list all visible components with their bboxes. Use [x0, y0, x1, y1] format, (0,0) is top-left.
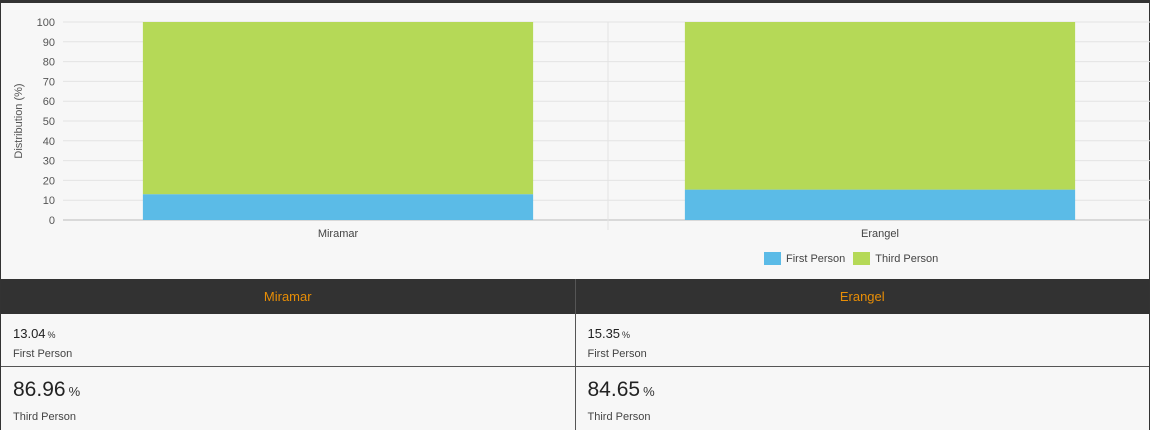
legend-item-first-person[interactable]: First Person	[764, 252, 845, 265]
distribution-chart: 0 10 20 30 40 50 60 70 80 90 100 Distribution (%) Mi…	[13, 17, 1150, 240]
percent-sign: %	[622, 330, 631, 340]
y-tick-label-80: 80	[43, 57, 55, 69]
legend-swatch-third-person	[853, 252, 871, 265]
map-header-row: Miramar Erangel	[1, 279, 1149, 314]
y-tick-label-30: 30	[43, 156, 55, 168]
y-axis-label: Distribution (%)	[13, 83, 25, 158]
stat-column-erangel: 15.35% First Person 84.65% Third Person	[574, 314, 1149, 430]
top-border	[1, 1, 1150, 3]
bar-miramar-third-person	[142, 22, 534, 195]
stat-value: 13.04	[13, 326, 46, 341]
y-tick-label-100: 100	[37, 17, 55, 29]
y-tick-label-50: 50	[43, 116, 55, 128]
legend-label-third-person: Third Person	[875, 252, 939, 265]
stat-label: Third Person	[13, 411, 76, 423]
legend-label-first-person: First Person	[786, 252, 846, 265]
stat-first-person-erangel: 15.35% First Person	[575, 314, 1149, 367]
y-tick-label-40: 40	[43, 136, 55, 148]
y-tick-label-20: 20	[43, 175, 55, 187]
stat-third-person-erangel: 84.65% Third Person	[575, 367, 1149, 430]
y-tick-label-60: 60	[43, 96, 55, 108]
y-tick-label-70: 70	[43, 76, 55, 88]
bar-erangel-first-person	[684, 189, 1076, 220]
percent-sign: %	[47, 330, 56, 340]
legend-item-third-person[interactable]: Third Person	[853, 252, 938, 265]
stat-value: 84.65	[587, 378, 641, 401]
stat-value: 15.35	[587, 326, 621, 341]
stat-third-person-miramar: 86.96% Third Person	[1, 367, 575, 430]
legend-swatch-first-person	[764, 252, 781, 265]
stat-label: Third Person	[587, 411, 651, 423]
map-header-erangel: Erangel	[574, 279, 1150, 314]
percent-sign: %	[68, 384, 81, 399]
x-tick-label-erangel: Erangel	[861, 228, 899, 240]
stat-value: 86.96	[13, 378, 66, 401]
y-tick-label-10: 10	[43, 195, 55, 207]
stat-label: First Person	[587, 348, 647, 360]
stat-first-person-miramar: 13.04% First Person	[1, 314, 575, 367]
x-tick-label-miramar: Miramar	[318, 228, 359, 240]
bar-miramar-first-person	[142, 194, 534, 220]
bar-erangel-third-person	[684, 22, 1076, 190]
stat-label: First Person	[13, 348, 73, 360]
chart-legend: First Person Third Person	[764, 252, 946, 265]
stat-column-miramar: 13.04% First Person 86.96% Third Person	[1, 314, 575, 430]
stats-grid: 13.04% First Person 86.96% Third Person …	[1, 314, 1149, 430]
y-tick-label-90: 90	[43, 37, 55, 49]
map-header-miramar: Miramar	[263, 289, 312, 304]
y-tick-label-0: 0	[49, 215, 55, 227]
percent-sign: %	[643, 384, 655, 399]
